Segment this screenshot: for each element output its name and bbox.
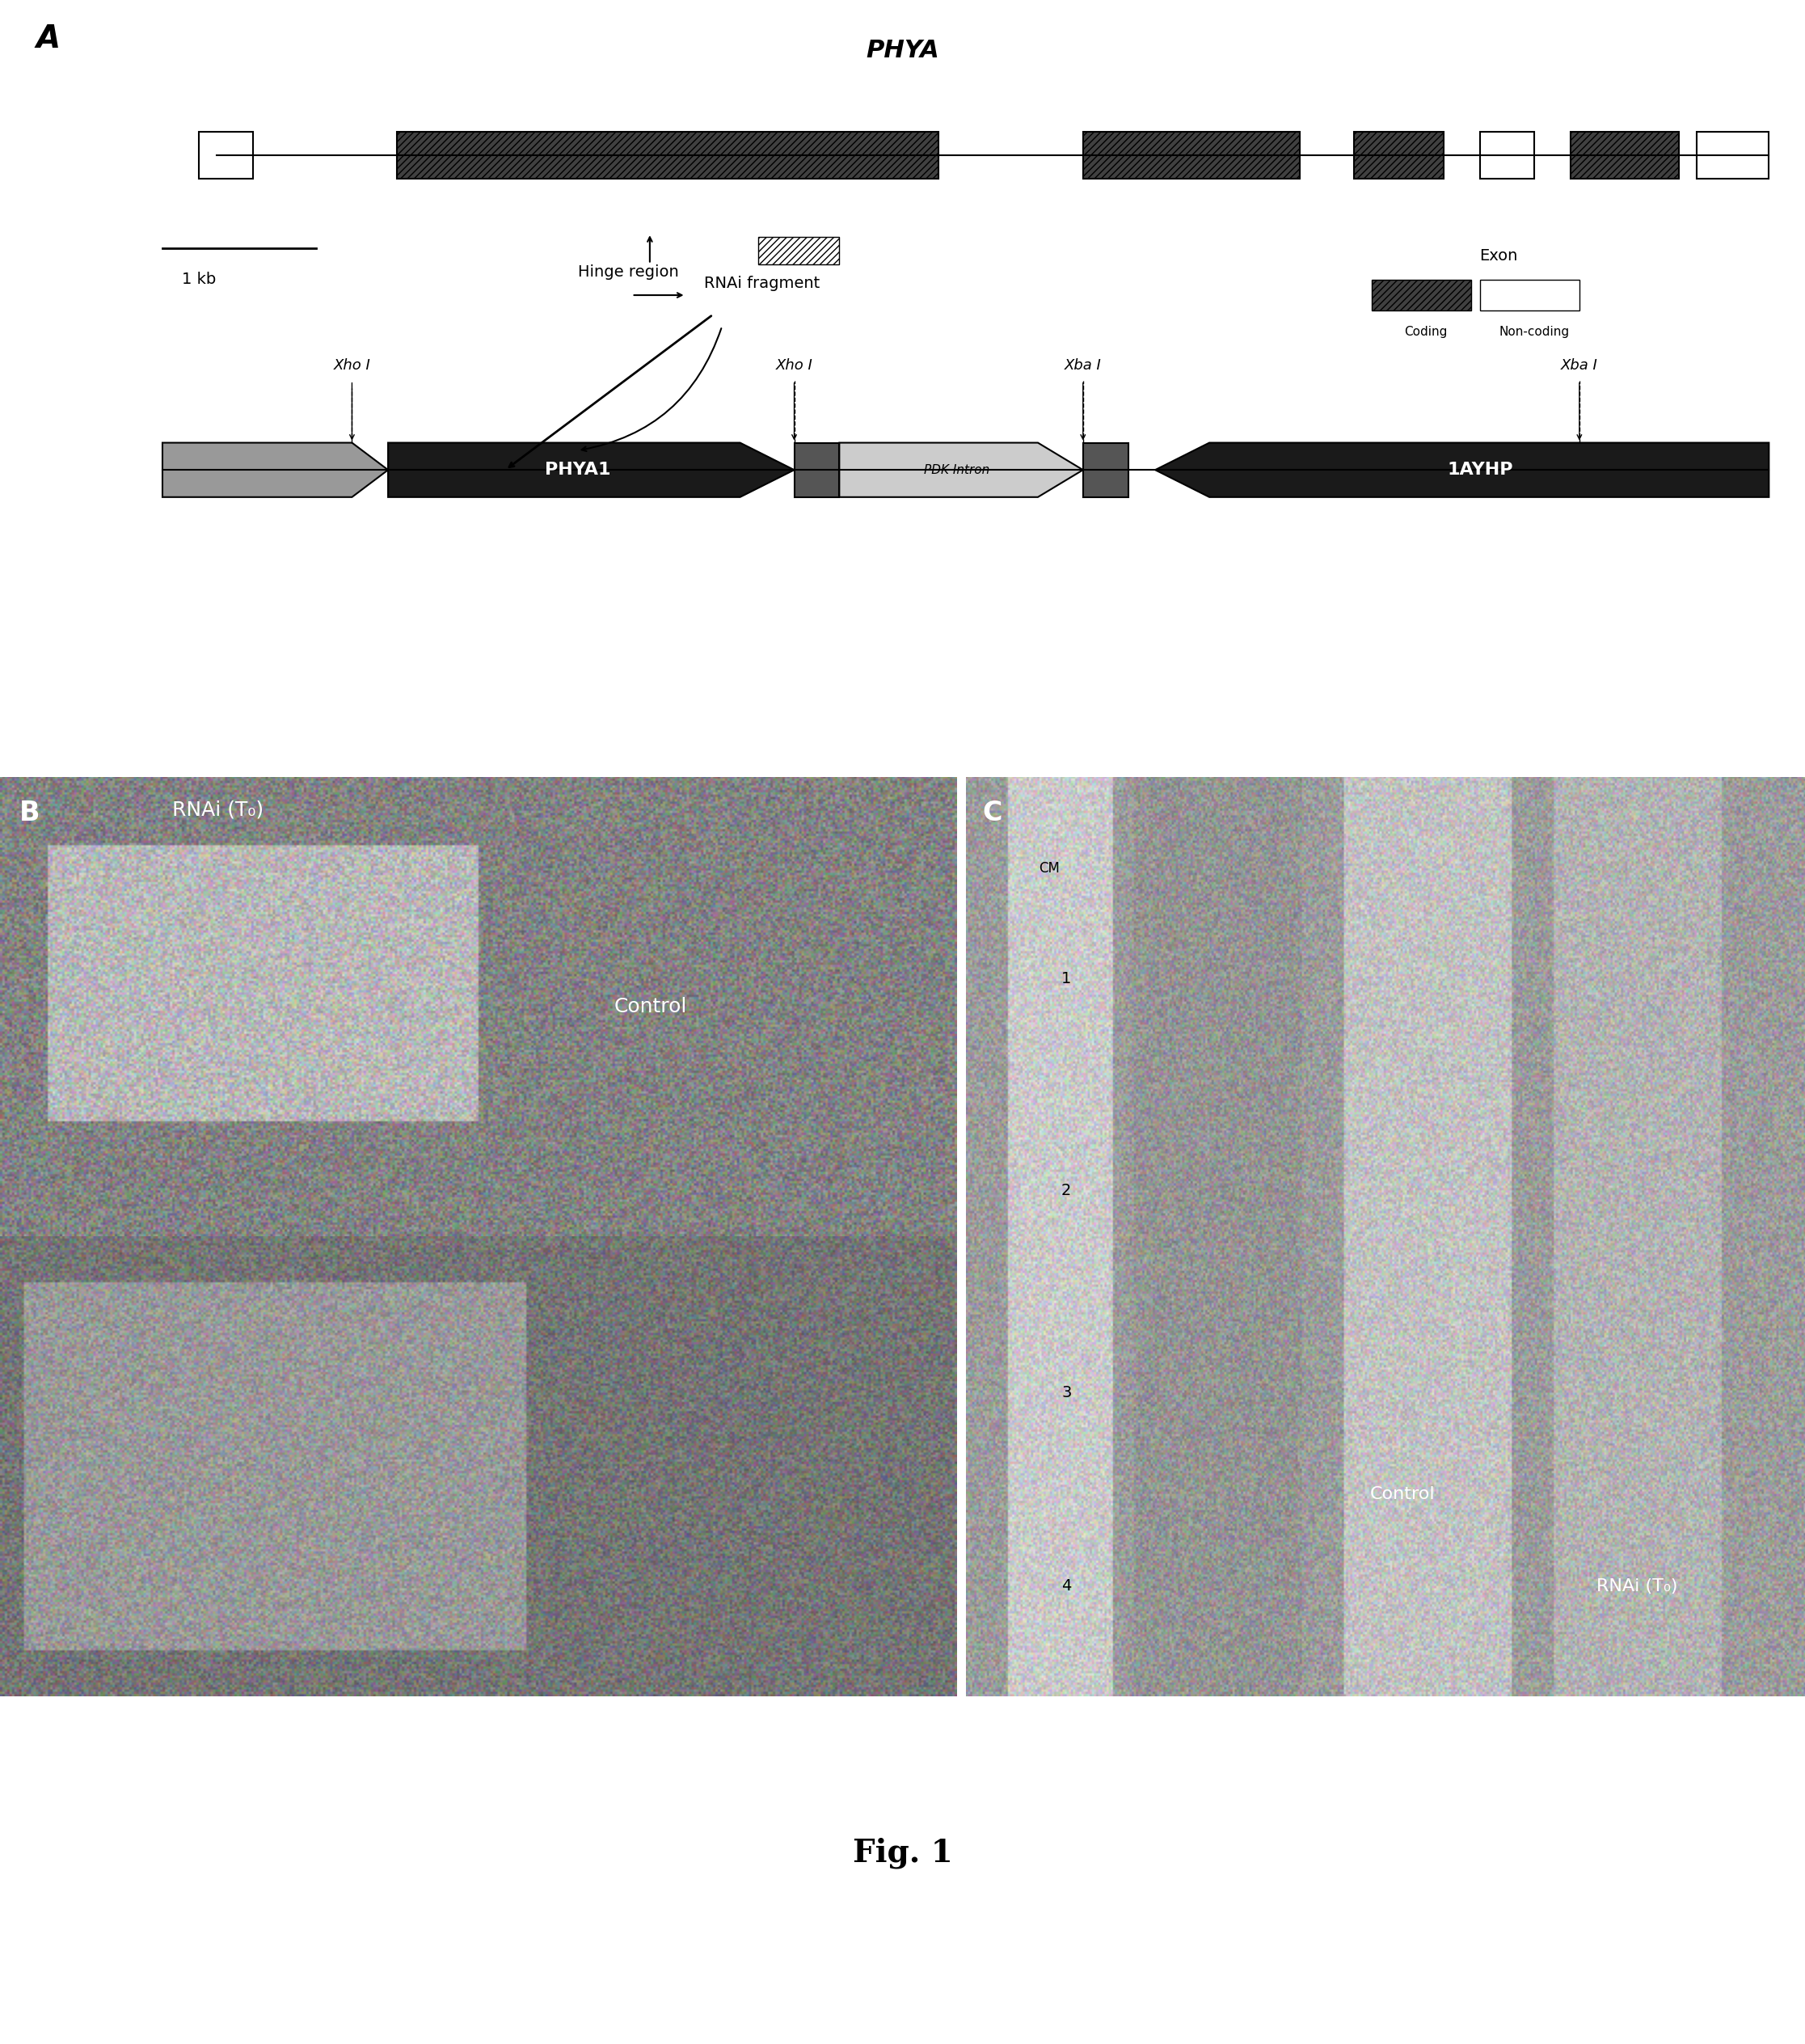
- Text: Exon: Exon: [1478, 249, 1518, 264]
- Text: 2: 2: [1061, 1183, 1072, 1198]
- Text: 3: 3: [1061, 1386, 1072, 1400]
- Polygon shape: [839, 444, 1083, 497]
- Text: 1AYHP: 1AYHP: [1448, 462, 1513, 478]
- Text: Non-coding: Non-coding: [1498, 327, 1570, 339]
- Bar: [199, 133, 253, 178]
- Text: C: C: [982, 799, 1002, 826]
- Text: Xba I: Xba I: [1561, 358, 1597, 372]
- Bar: [1083, 444, 1128, 497]
- Bar: [1697, 133, 1769, 178]
- Text: RNAi (T₀): RNAi (T₀): [171, 799, 264, 820]
- Bar: [758, 237, 839, 264]
- Text: Fig. 1: Fig. 1: [852, 1838, 953, 1868]
- Text: Hinge region: Hinge region: [578, 264, 679, 280]
- Bar: [794, 444, 839, 497]
- Text: PHYA1: PHYA1: [545, 462, 610, 478]
- Text: Xba I: Xba I: [1065, 358, 1101, 372]
- Bar: [1480, 133, 1534, 178]
- Text: PDK Intron: PDK Intron: [924, 464, 989, 476]
- Text: RNAi fragment: RNAi fragment: [704, 276, 819, 290]
- Text: Coding: Coding: [1404, 327, 1448, 339]
- Bar: [397, 133, 939, 178]
- Text: Xho I: Xho I: [334, 358, 370, 372]
- Text: B: B: [20, 799, 40, 826]
- Text: 1: 1: [1061, 971, 1072, 987]
- Polygon shape: [162, 444, 388, 497]
- Text: CM: CM: [1040, 861, 1060, 877]
- Text: RNAi (T₀): RNAi (T₀): [1596, 1578, 1679, 1594]
- Polygon shape: [1155, 444, 1769, 497]
- Text: PHYA: PHYA: [866, 39, 939, 61]
- Text: Control: Control: [614, 997, 688, 1016]
- Text: A: A: [36, 22, 60, 53]
- Bar: [1354, 133, 1444, 178]
- Polygon shape: [388, 444, 794, 497]
- Text: 1 kb: 1 kb: [182, 272, 215, 288]
- Text: Control: Control: [1370, 1486, 1435, 1502]
- Text: 4: 4: [1061, 1578, 1072, 1594]
- Bar: [1480, 280, 1579, 311]
- Bar: [1372, 280, 1471, 311]
- Bar: [1083, 133, 1300, 178]
- Bar: [1570, 133, 1679, 178]
- Text: Xho I: Xho I: [776, 358, 812, 372]
